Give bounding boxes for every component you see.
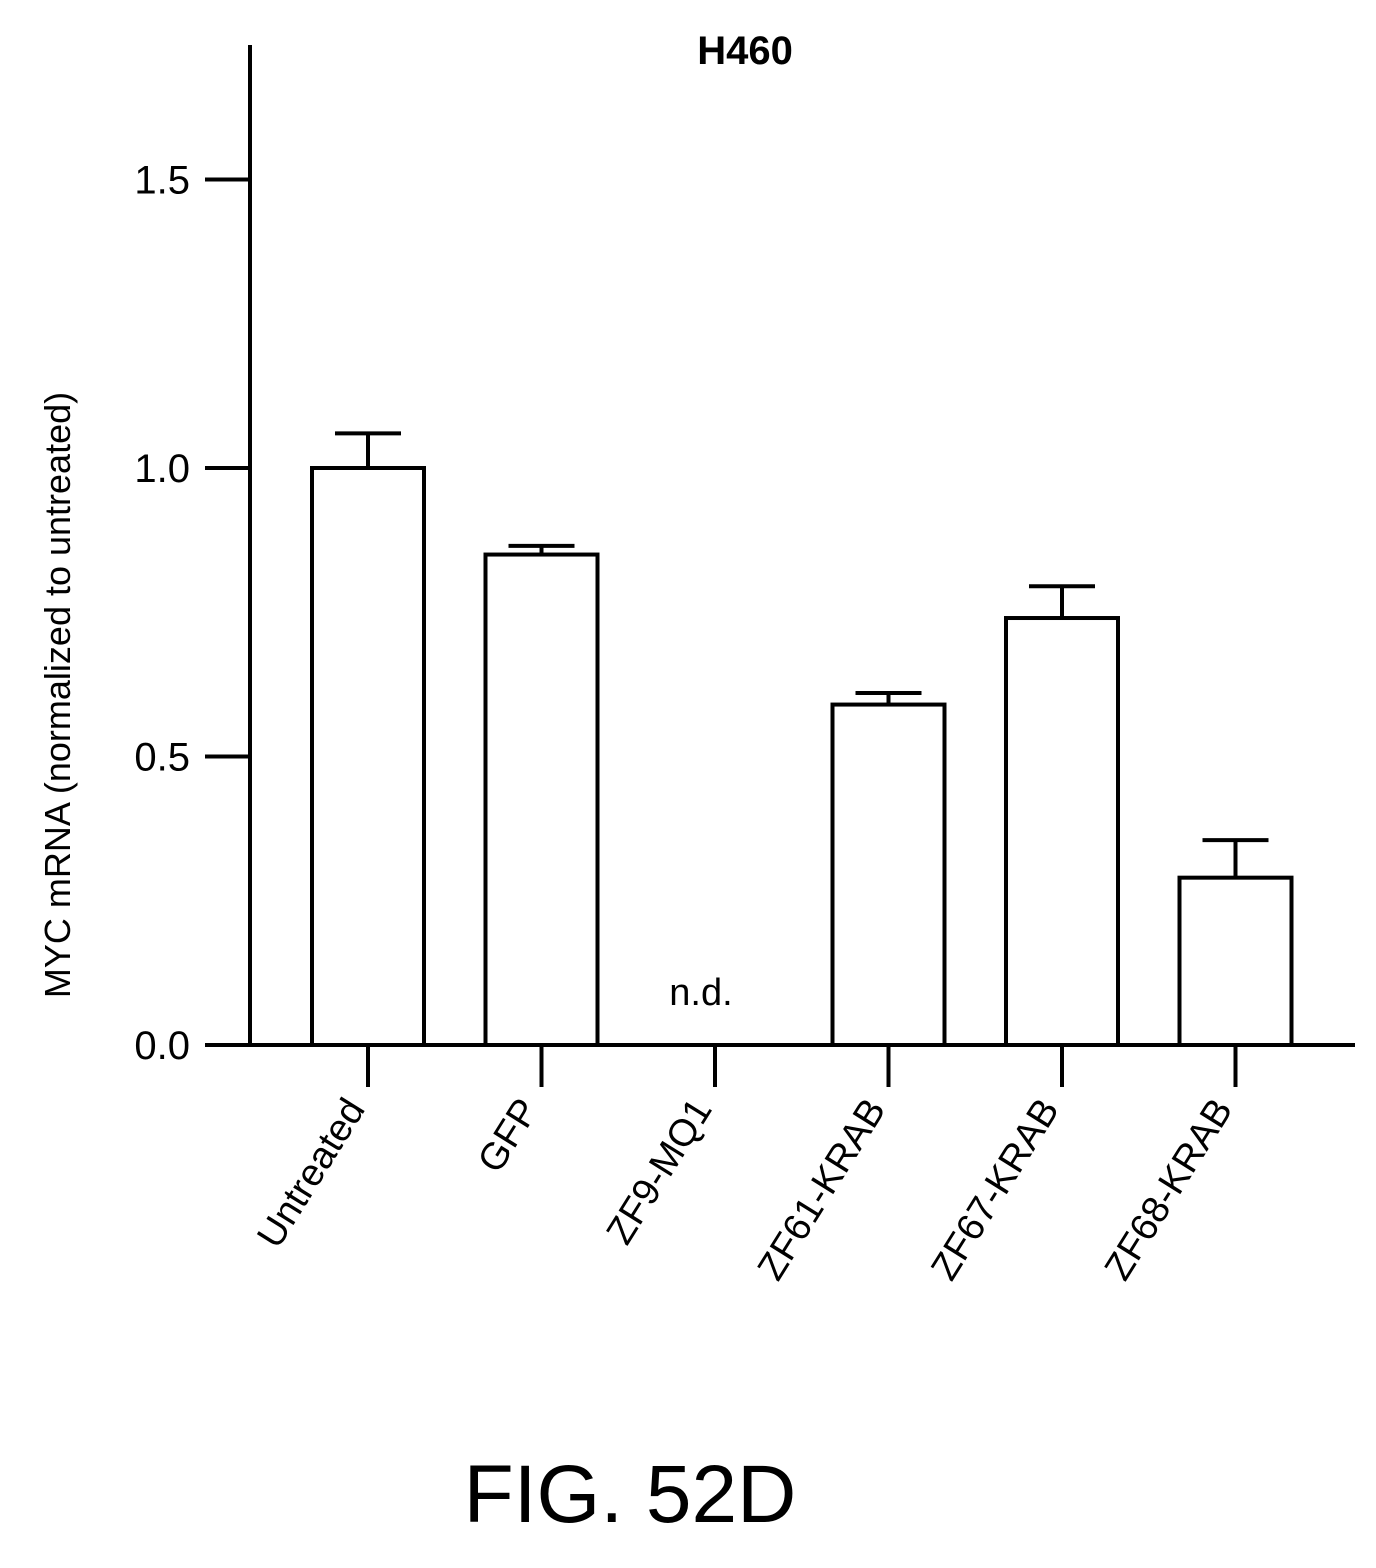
figure-caption: FIG. 52D	[0, 1448, 1260, 1542]
y-axis-ticks: 0.0 0.5 1.0 1.5	[134, 159, 250, 1069]
bar-zf68-krab	[1180, 878, 1292, 1045]
bar-gfp	[486, 555, 598, 1045]
y-tick-label: 1.5	[134, 159, 190, 203]
x-tick-label: ZF61-KRAB	[750, 1092, 894, 1288]
annotations: n.d.	[669, 972, 732, 1014]
bar-untreated	[312, 468, 424, 1045]
y-tick-label: 0.5	[134, 736, 190, 780]
x-axis-ticks: Untreated GFP ZF9-MQ1ZF61-KRABZF67-KRABZF6…	[250, 1045, 1242, 1287]
x-tick-label: Untreated	[250, 1092, 374, 1256]
x-tick-label: GFP	[470, 1092, 547, 1181]
bar-zf67-krab	[1006, 618, 1118, 1045]
x-tick-label: ZF67-KRAB	[923, 1092, 1067, 1288]
x-tick-label: ZF9-MQ1	[599, 1092, 721, 1252]
y-tick-label: 1.0	[134, 447, 190, 491]
chart-title: H460	[697, 29, 793, 73]
bars	[312, 468, 1292, 1045]
y-tick-label: 0.0	[134, 1024, 190, 1068]
not-determined-label: n.d.	[669, 972, 732, 1014]
bar-zf61-krab	[833, 705, 945, 1045]
x-tick-label: ZF68-KRAB	[1097, 1092, 1241, 1288]
y-axis-label: MYC mRNA (normalized to untreated)	[37, 392, 78, 998]
error-bars	[335, 433, 1269, 877]
